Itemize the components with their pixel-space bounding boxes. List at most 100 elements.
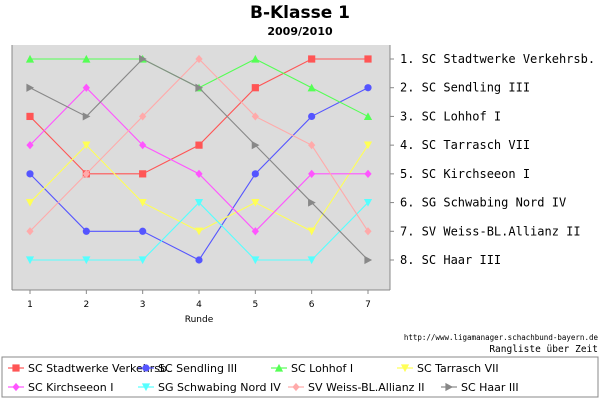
data-point: [308, 198, 316, 207]
data-point: [251, 170, 259, 178]
legend-label: SC Kirchseeon I: [28, 381, 113, 394]
series-8: [26, 54, 373, 265]
data-point: [82, 256, 91, 265]
data-point: [307, 83, 316, 92]
data-point: [25, 198, 35, 207]
data-point: [26, 112, 34, 121]
data-point: [25, 54, 35, 63]
legend-marker: [12, 364, 20, 372]
x-tick-label: 2: [83, 300, 89, 310]
data-point: [251, 84, 259, 92]
rank-label: 2. SC Sendling III: [400, 81, 530, 95]
x-tick-label: 4: [196, 300, 202, 310]
x-tick-label: 3: [140, 300, 146, 310]
source-url: http://www.ligamanager.schachbund-bayern…: [404, 333, 599, 342]
data-point: [195, 256, 203, 264]
legend-label: SC Stadtwerke Verkehrsb.: [28, 362, 170, 375]
footnote: Rangliste über Zeit: [489, 344, 598, 355]
data-point: [364, 84, 372, 92]
legend-marker: [12, 382, 20, 392]
data-point: [82, 54, 91, 63]
chart-subtitle: 2009/2010: [267, 25, 333, 38]
legend-item: SC Lohhof I: [271, 362, 353, 375]
rank-labels: 1. SC Stadtwerke Verkehrsb. 2. SC Sendlin…: [390, 52, 595, 267]
data-point: [364, 55, 372, 63]
x-tick-label: 7: [365, 300, 371, 310]
data-point: [194, 198, 204, 207]
rank-label: 6. SG Schwabing Nord IV: [400, 196, 566, 210]
data-point: [364, 169, 372, 178]
data-point: [195, 141, 203, 149]
data-point: [251, 256, 260, 265]
rank-label: 3. SC Lohhof I: [400, 109, 501, 123]
data-point: [139, 54, 147, 64]
legend-marker: [141, 383, 151, 392]
data-point: [194, 227, 204, 236]
data-point: [138, 198, 147, 207]
rank-label: 5. SC Kirchseeon I: [400, 167, 530, 181]
data-point: [26, 83, 35, 92]
legend-item: SV Weiss-BL.Allianz II: [288, 381, 424, 394]
rank-label: 7. SV Weiss-BL.Allianz II: [400, 224, 581, 238]
x-tick-label: 1: [27, 300, 33, 310]
data-point: [139, 170, 147, 178]
x-axis-title: Runde: [185, 315, 214, 325]
chart-title: B-Klasse 1: [250, 3, 350, 23]
legend-marker: [400, 364, 410, 373]
legend-item: SC Stadtwerke Verkehrsb.: [8, 362, 170, 375]
data-point: [364, 227, 372, 236]
rank-label: 1. SC Stadtwerke Verkehrsb.: [400, 52, 595, 66]
data-point: [251, 112, 259, 121]
data-point: [363, 141, 373, 150]
legend-marker: [292, 382, 300, 392]
x-axis-ticks: 1 2 3 4 5 6 7: [27, 290, 371, 310]
data-point: [363, 198, 373, 207]
legend-label: SG Schwabing Nord IV: [158, 381, 281, 394]
data-point: [82, 141, 91, 150]
data-point: [82, 83, 90, 92]
legend-marker: [274, 363, 284, 372]
data-point: [251, 198, 260, 207]
data-point: [138, 256, 147, 265]
rank-label: 4. SC Tarrasch VII: [400, 138, 530, 152]
data-point: [25, 256, 35, 265]
series-5: [26, 83, 372, 236]
series-layer: [25, 54, 373, 265]
data-point: [82, 112, 91, 121]
legend-marker: [445, 382, 454, 392]
data-point: [251, 227, 259, 236]
data-point: [308, 55, 316, 63]
legend-box: [1, 356, 599, 398]
legend-label: SC Haar III: [461, 381, 519, 394]
data-point: [139, 141, 147, 150]
data-point: [82, 227, 90, 235]
data-point: [195, 83, 204, 92]
data-point: [308, 169, 316, 178]
data-point: [251, 141, 260, 150]
data-point: [26, 170, 34, 178]
legend-label: SC Sendling III: [158, 362, 237, 375]
legend-label: SC Tarrasch VII: [417, 362, 499, 375]
legend-label: SC Lohhof I: [291, 362, 353, 375]
data-point: [82, 169, 90, 178]
data-point: [308, 112, 316, 121]
data-point: [139, 227, 147, 235]
legend-label: SV Weiss-BL.Allianz II: [308, 381, 424, 394]
data-point: [251, 54, 260, 63]
legend-item: SC Tarrasch VII: [397, 362, 499, 375]
legend-item: SC Kirchseeon I: [8, 381, 113, 394]
data-point: [195, 169, 203, 178]
x-tick-label: 6: [309, 300, 315, 310]
plot-area: [12, 45, 390, 290]
data-point: [195, 54, 203, 64]
data-point: [26, 141, 34, 150]
data-point: [139, 112, 147, 121]
series-2: [26, 84, 372, 264]
legend: SC Stadtwerke Verkehrsb.SC Sendling III S…: [8, 362, 519, 394]
x-tick-label: 5: [252, 300, 258, 310]
legend-item: SC Haar III: [441, 381, 519, 394]
legend-marker: [142, 364, 150, 372]
data-point: [364, 255, 373, 265]
series-6: [25, 198, 373, 265]
